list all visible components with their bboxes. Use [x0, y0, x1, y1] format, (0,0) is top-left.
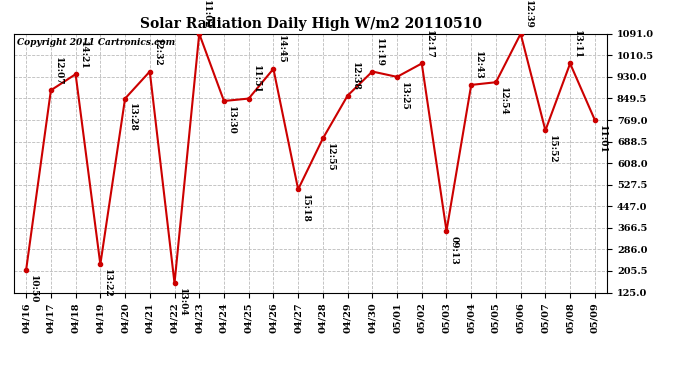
Text: 13:04: 13:04 [177, 288, 186, 316]
Text: 13:25: 13:25 [400, 82, 409, 111]
Text: 13:28: 13:28 [128, 104, 137, 132]
Text: 12:54: 12:54 [499, 87, 508, 116]
Text: 13:30: 13:30 [227, 106, 236, 135]
Text: 11:01: 11:01 [598, 125, 607, 154]
Text: 14:45: 14:45 [277, 35, 286, 64]
Text: 10:50: 10:50 [29, 274, 38, 303]
Text: 11:51: 11:51 [252, 65, 261, 94]
Text: 12:43: 12:43 [474, 51, 483, 80]
Text: 13:22: 13:22 [104, 269, 112, 298]
Text: 12:07: 12:07 [54, 57, 63, 86]
Text: Copyright 2011 Cartronics.com: Copyright 2011 Cartronics.com [17, 38, 175, 46]
Text: 15:52: 15:52 [549, 135, 558, 164]
Text: 13:11: 13:11 [573, 30, 582, 58]
Text: 12:32: 12:32 [152, 38, 161, 67]
Text: 12:39: 12:39 [524, 0, 533, 29]
Text: 12:17: 12:17 [425, 30, 434, 58]
Text: 12:55: 12:55 [326, 143, 335, 172]
Text: 15:18: 15:18 [301, 194, 310, 223]
Text: 11:19: 11:19 [375, 38, 384, 67]
Text: 11:02: 11:02 [202, 0, 211, 29]
Text: 14:21: 14:21 [79, 40, 88, 69]
Title: Solar Radiation Daily High W/m2 20110510: Solar Radiation Daily High W/m2 20110510 [139, 17, 482, 31]
Text: 09:13: 09:13 [449, 236, 458, 264]
Text: 12:38: 12:38 [351, 62, 359, 91]
